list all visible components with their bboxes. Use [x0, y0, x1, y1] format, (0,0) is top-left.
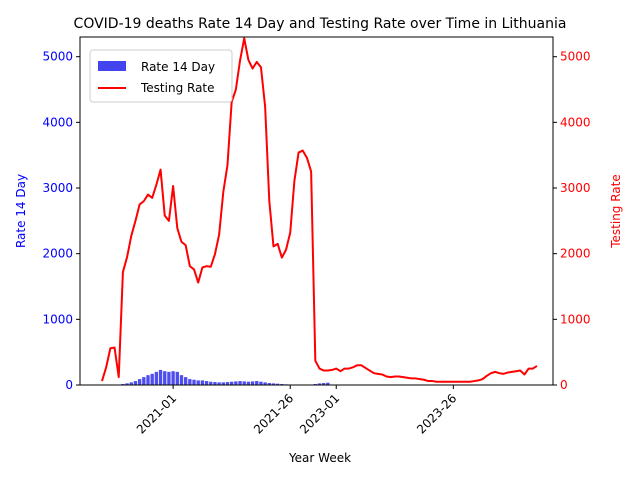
- bar: [213, 382, 217, 385]
- bar: [229, 381, 234, 385]
- bar: [154, 371, 159, 385]
- left-tick-label: 0: [65, 378, 73, 392]
- left-tick-label: 2000: [42, 247, 73, 261]
- bar: [188, 379, 192, 385]
- bar: [192, 379, 196, 385]
- right-tick-label: 5000: [560, 50, 591, 64]
- plot-frame: [79, 36, 554, 386]
- bar: [204, 381, 209, 385]
- bar: [217, 382, 221, 385]
- bar: [163, 371, 167, 385]
- bar: [196, 380, 200, 385]
- x-tick-label: 2023-26: [414, 391, 459, 436]
- bar: [242, 381, 246, 385]
- legend-bar-swatch: [98, 61, 126, 71]
- bar: [246, 381, 251, 385]
- x-tick-label: 2021-01: [134, 391, 179, 436]
- left-tick-label: 5000: [42, 50, 73, 64]
- chart-title: COVID-19 deaths Rate 14 Day and Testing …: [74, 16, 567, 32]
- bar: [250, 381, 255, 385]
- legend-label-rate: Rate 14 Day: [141, 60, 215, 74]
- bar: [158, 369, 163, 385]
- left-tick-label: 4000: [42, 115, 73, 129]
- bar: [125, 383, 129, 385]
- x-tick-label: 2021-26: [251, 391, 296, 436]
- bar: [238, 381, 242, 385]
- legend: Rate 14 Day Testing Rate: [89, 49, 233, 103]
- right-tick-label: 3000: [560, 181, 591, 195]
- bar: [183, 377, 188, 385]
- bar: [133, 381, 138, 385]
- bar: [322, 383, 326, 385]
- bar: [146, 375, 150, 385]
- bar: [263, 382, 267, 385]
- x-axis-title: Year Week: [288, 451, 351, 465]
- left-tick-label: 3000: [42, 181, 73, 195]
- bar: [142, 377, 146, 385]
- bar: [175, 371, 179, 385]
- bar: [271, 383, 276, 385]
- bar: [276, 383, 280, 385]
- bar: [255, 381, 259, 385]
- bar: [167, 371, 171, 385]
- bar: [225, 382, 230, 385]
- right-axis-title: Testing Rate: [609, 174, 623, 249]
- bars-layer: [108, 369, 556, 385]
- bar: [259, 381, 263, 385]
- left-axis-title: Rate 14 Day: [14, 174, 28, 248]
- right-tick-label: 0: [560, 378, 568, 392]
- bar: [221, 382, 225, 385]
- right-tick-label: 4000: [560, 115, 591, 129]
- x-axis: 2021-01 2021-26 2023-01 2023-26: [134, 385, 459, 437]
- bar: [179, 375, 184, 385]
- left-tick-label: 1000: [42, 312, 73, 326]
- bar: [129, 382, 133, 385]
- left-axis: 0 1000 2000 3000 4000 5000: [42, 50, 80, 392]
- bar: [171, 371, 175, 385]
- bar: [326, 382, 330, 385]
- right-tick-label: 2000: [560, 247, 591, 261]
- bar: [234, 381, 238, 385]
- bar: [200, 380, 205, 385]
- right-axis: 0 1000 2000 3000 4000 5000: [553, 50, 591, 392]
- line-layer: [101, 37, 538, 383]
- legend-label-testing: Testing Rate: [140, 81, 215, 95]
- bar: [137, 379, 142, 385]
- x-tick-label: 2023-01: [297, 391, 342, 436]
- bar: [150, 373, 154, 385]
- bar: [317, 383, 322, 385]
- right-tick-label: 1000: [560, 312, 591, 326]
- testing-rate-line: [101, 37, 538, 383]
- bar: [209, 381, 213, 385]
- bar: [267, 383, 271, 385]
